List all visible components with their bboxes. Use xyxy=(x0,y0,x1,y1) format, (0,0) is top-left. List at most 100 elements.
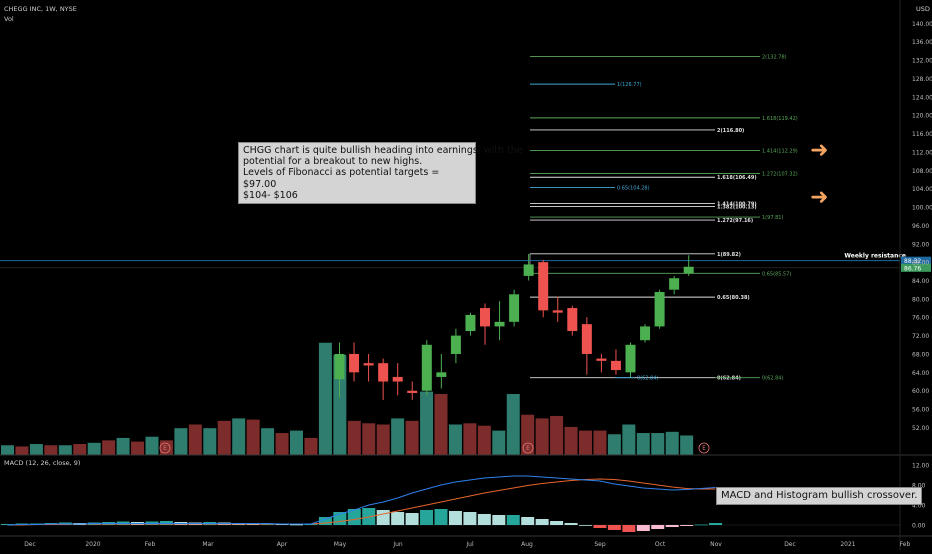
macd-histogram-bar xyxy=(680,525,694,526)
candle-body xyxy=(465,314,476,332)
price-tick-label: 112.00 xyxy=(912,149,932,156)
price-tag xyxy=(901,256,931,265)
macd-histogram-bar xyxy=(636,525,650,531)
volume-bar xyxy=(29,444,43,455)
candle-body xyxy=(509,294,520,322)
candle-body xyxy=(480,308,490,327)
macd-histogram-bar xyxy=(448,511,462,525)
fib-level-label: 1(126.77) xyxy=(617,82,642,88)
time-tick-label: Jun xyxy=(392,541,403,548)
analysis-note: CHGG chart is quite bullish heading into… xyxy=(238,142,523,205)
fib-level-label: 0(62.84) xyxy=(637,376,658,382)
volume-bar xyxy=(58,445,72,455)
time-tick-label: Feb xyxy=(900,541,911,548)
symbol-title: CHEGG INC, 1W, NYSE xyxy=(4,5,77,13)
price-tag-label: 86.76 xyxy=(904,265,921,272)
fib-level-label: 0.65(80.38) xyxy=(717,295,750,301)
price-tick-label: 124.00 xyxy=(912,94,932,101)
earnings-marker xyxy=(698,442,710,454)
volume-bar xyxy=(261,428,275,455)
price-tick-label: 108.00 xyxy=(912,168,932,175)
candle-body xyxy=(596,358,607,361)
volume-bar xyxy=(347,420,361,455)
volume-bar xyxy=(246,419,260,455)
candle-body xyxy=(436,372,447,377)
volume-bar xyxy=(434,394,448,455)
volume-bar xyxy=(275,433,289,455)
macd-histogram-bar xyxy=(290,524,303,526)
price-tick-label: 132.00 xyxy=(912,58,932,65)
candle-body xyxy=(421,344,432,391)
weekly-resistance-label: Weekly resistance xyxy=(844,253,906,260)
time-tick-label: Sep xyxy=(594,541,606,548)
macd-histogram-bar xyxy=(564,523,578,525)
volume-bar xyxy=(87,442,101,455)
note-line-5: $104- $106 xyxy=(243,189,298,201)
price-tick-label: 92.00 xyxy=(912,241,929,248)
candle-body xyxy=(494,321,505,327)
time-tick-label: Apr xyxy=(277,541,288,548)
price-tick-label: 104.00 xyxy=(912,186,932,193)
price-tick-label: 56.00 xyxy=(912,407,929,414)
candle-body xyxy=(334,353,345,380)
macd-tick-label: 12.00 xyxy=(912,463,929,470)
macd-tick-label: 0.00 xyxy=(912,523,926,530)
price-tag xyxy=(901,263,931,272)
volume-bar xyxy=(1,445,14,455)
time-tick-label: Aug xyxy=(521,541,533,548)
candle-body xyxy=(610,360,621,371)
volume-bar xyxy=(665,431,679,455)
earnings-marker xyxy=(522,442,534,454)
currency-label: USD xyxy=(916,5,930,13)
volume-bar xyxy=(492,430,506,455)
volume-bar xyxy=(607,434,621,455)
price-tick-label: 128.00 xyxy=(912,76,932,83)
volume-bar xyxy=(477,425,491,455)
volume-bar xyxy=(304,437,318,455)
volume-bar xyxy=(376,424,390,455)
macd-histogram-bar xyxy=(694,524,708,526)
candle-body xyxy=(581,324,592,354)
candle-body xyxy=(378,363,389,382)
candle-body xyxy=(450,335,461,354)
macd-histogram-bar xyxy=(622,525,636,532)
fib-level-label: 0(62.84) xyxy=(762,376,783,382)
macd-histogram-bar xyxy=(347,509,361,525)
fib-level-label: 1.272(107.32) xyxy=(762,171,798,177)
volume-bar xyxy=(680,435,694,455)
fib-level-label: 0.65(104.28) xyxy=(617,185,650,191)
volume-bar xyxy=(333,354,347,455)
price-tick-label: 72.00 xyxy=(912,333,929,340)
price-tick-label: 136.00 xyxy=(912,39,932,46)
volume-bar xyxy=(636,433,650,455)
candle-body xyxy=(392,376,403,382)
time-tick-label: Oct xyxy=(655,541,666,548)
volume-bar xyxy=(73,444,87,455)
candle-body xyxy=(567,308,578,332)
candle-body xyxy=(625,344,636,373)
macd-line xyxy=(7,475,716,526)
macd-histogram-bar xyxy=(521,517,535,525)
price-tick-label: 60.00 xyxy=(912,388,929,395)
volume-bar xyxy=(131,441,145,455)
volume-bar xyxy=(102,440,116,455)
macd-histogram-bar xyxy=(463,512,477,525)
volume-bar xyxy=(448,424,462,455)
volume-bar xyxy=(116,437,130,455)
candle-body xyxy=(363,363,374,366)
fib-level-label: 1(89.82) xyxy=(717,252,741,258)
macd-tick-label: 4.00 xyxy=(912,503,926,510)
volume-bar xyxy=(232,418,246,455)
volume-bar xyxy=(188,424,202,455)
price-tick-label: 64.00 xyxy=(912,370,929,377)
volume-bar xyxy=(217,420,231,455)
macd-histogram-bar xyxy=(492,515,506,525)
fib-level-label: 1.618(119.42) xyxy=(762,116,798,122)
note-line-1: CHGG chart is quite bullish heading into… xyxy=(243,145,523,156)
volume-bar xyxy=(159,440,173,455)
time-tick-label: May xyxy=(334,541,347,548)
fib-level-label: 2(116.80) xyxy=(717,128,744,134)
candle-body xyxy=(640,326,651,341)
note-line-2: potential for a breakout to new highs. xyxy=(243,156,423,168)
